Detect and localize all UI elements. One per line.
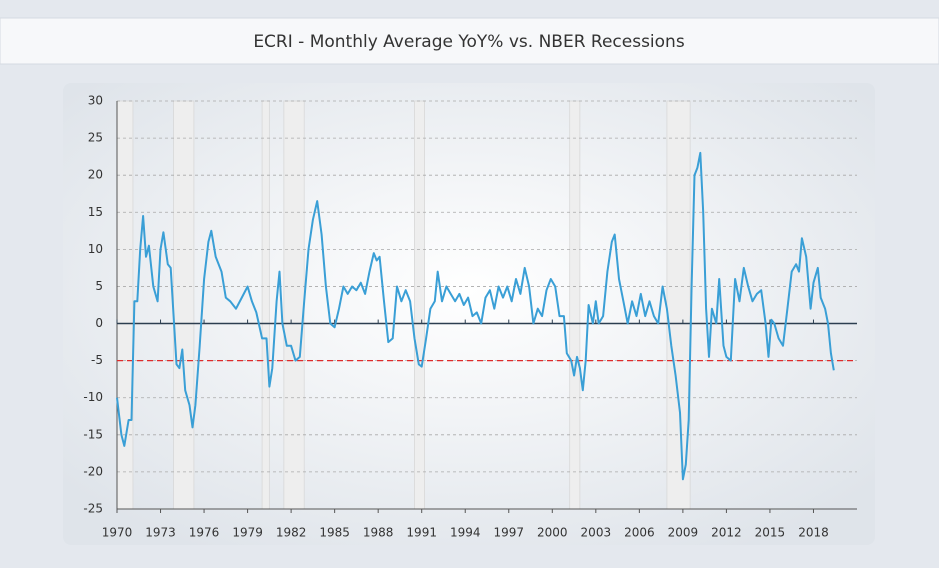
recession-band: [569, 100, 581, 510]
title-bar: [0, 17, 939, 65]
y-tick-label: 0: [95, 316, 103, 330]
y-tick-label: 30: [88, 94, 103, 108]
x-tick-label: 1973: [145, 526, 176, 540]
recession-band: [414, 100, 426, 510]
x-tick-label: 1994: [450, 526, 481, 540]
y-tick-label: 20: [88, 168, 103, 182]
x-tick-label: 2018: [798, 526, 829, 540]
x-tick-label: 2015: [755, 526, 786, 540]
recession-band: [261, 100, 270, 510]
y-tick-label: 5: [95, 279, 103, 293]
data-line: [116, 151, 835, 481]
x-tick-label: 2000: [537, 526, 568, 540]
y-tick-label: -5: [91, 353, 103, 367]
y-tick-label: -10: [83, 390, 103, 404]
y-tick-label: 15: [88, 205, 103, 219]
x-tick-label: 2009: [668, 526, 699, 540]
x-tick-label: 1991: [406, 526, 437, 540]
x-tick-label: 1970: [102, 526, 133, 540]
y-tick-label: 25: [88, 131, 103, 145]
x-tick-label: 1988: [363, 526, 394, 540]
recession-band: [283, 100, 305, 510]
recession-band: [173, 100, 195, 510]
x-tick-label: 2012: [711, 526, 742, 540]
y-tick-label: 10: [88, 242, 103, 256]
x-tick-label: 1979: [232, 526, 263, 540]
x-tick-label: 1976: [189, 526, 220, 540]
plot: -25 -20 -15 -10 -5 0 5 10 15 20 25 30 1970 1973 1976 19…: [83, 94, 857, 540]
x-tick-label: 1985: [319, 526, 350, 540]
x-tick-label: 1997: [493, 526, 524, 540]
y-tick-label: -15: [83, 427, 103, 441]
y-tick-label: -25: [83, 502, 103, 516]
x-tick-label: 1982: [276, 526, 307, 540]
x-tick-label: 2006: [624, 526, 655, 540]
recession-band: [116, 100, 134, 510]
x-tick-label: 2003: [581, 526, 612, 540]
y-tick-label: -20: [83, 464, 103, 478]
chart-title: ECRI - Monthly Average YoY% vs. NBER Rec…: [253, 32, 685, 52]
